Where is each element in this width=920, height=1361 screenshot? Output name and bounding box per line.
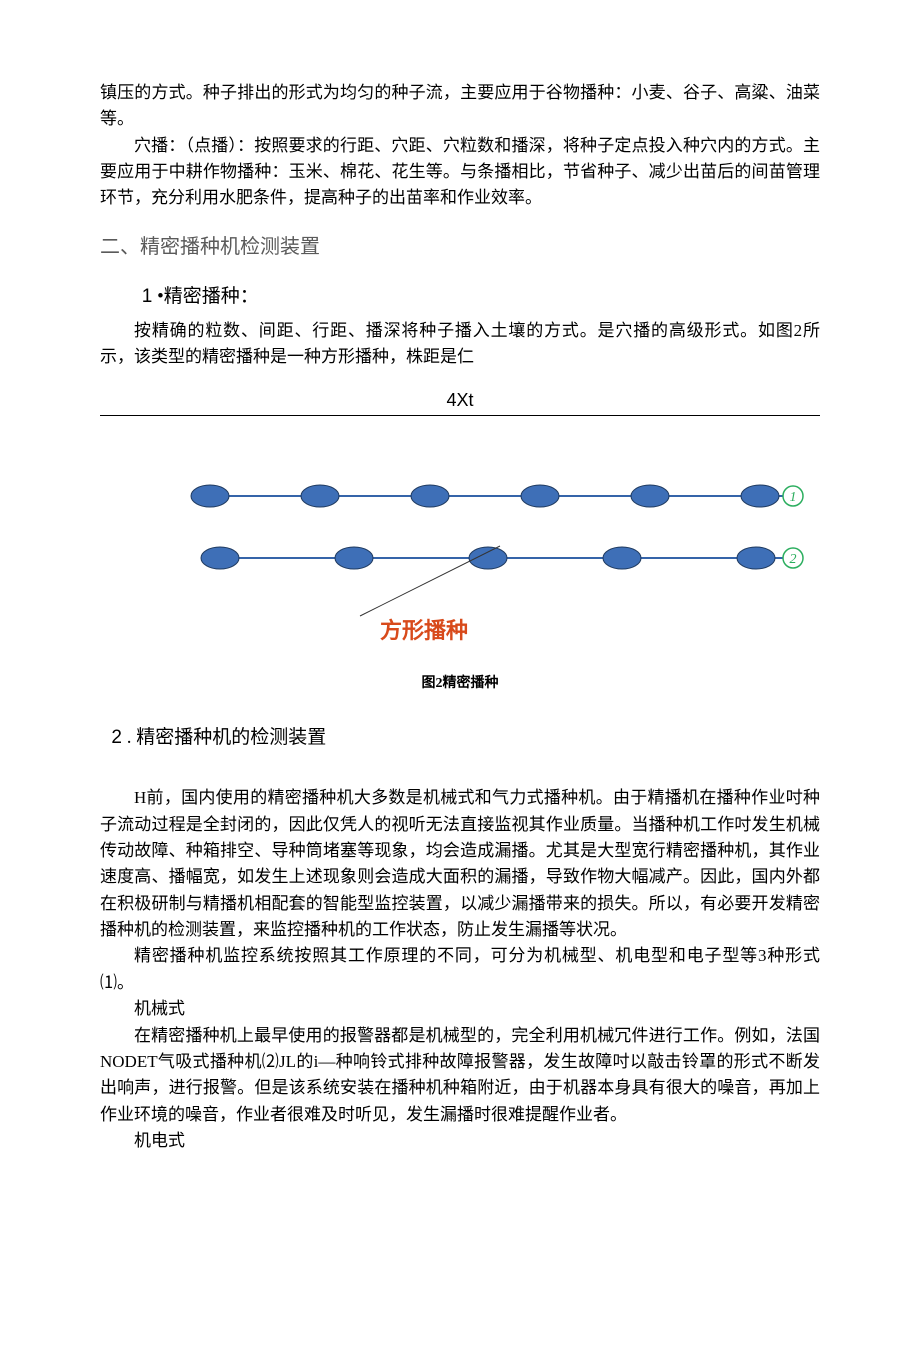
sec1-num: 1 bbox=[142, 286, 153, 307]
sec2-para-5: 机电式 bbox=[100, 1128, 820, 1154]
figure-precision-seeding: 1 2 方形播种 bbox=[100, 466, 820, 666]
sec2-dot: . bbox=[127, 727, 132, 748]
heading-sec1: 1 •精密播种： bbox=[142, 281, 820, 308]
sec2-para-3: 机械式 bbox=[100, 996, 820, 1022]
sec2-para-2: 精密播种机监控系统按照其工作原理的不同，可分为机械型、机电型和电子型等3种形式⑴… bbox=[100, 943, 820, 996]
figure-underline bbox=[100, 415, 820, 416]
sec2-para-1: H前，国内使用的精密播种机大多数是机械式和气力式播种机。由于精播机在播种作业吋种… bbox=[100, 785, 820, 943]
svg-text:方形播种: 方形播种 bbox=[380, 618, 468, 643]
page-root: 镇压的方式。种子排出的形式为均匀的种子流，主要应用于谷物播种：小麦、谷子、高粱、… bbox=[0, 0, 920, 1194]
intro-para-1: 镇压的方式。种子排出的形式为均匀的种子流，主要应用于谷物播种：小麦、谷子、高粱、… bbox=[100, 80, 820, 133]
figure-caption: 图2精密播种 bbox=[100, 672, 820, 692]
sec1-para-1: 按精确的粒数、间距、行距、播深将种子播入土壤的方式。是穴播的高级形式。如图2所示… bbox=[100, 318, 820, 371]
sec2-title: 精密播种机的检测装置 bbox=[136, 727, 326, 748]
svg-text:1: 1 bbox=[790, 490, 797, 505]
svg-text:2: 2 bbox=[790, 552, 797, 567]
figure-top-label: 4Xt bbox=[100, 390, 820, 411]
sec1-title: 精密播种： bbox=[164, 286, 259, 307]
intro-para-2: 穴播：（点播）：按照要求的行距、穴距、穴粒数和播深，将种子定点投入种穴内的方式。… bbox=[100, 133, 820, 212]
heading-sec2: 2 . 精密播种机的检测装置 bbox=[111, 722, 820, 749]
sec2-para-4: 在精密播种机上最早使用的报警器都是机械型的，完全利用机械冗件进行工作。例如，法国… bbox=[100, 1023, 820, 1128]
figure-svg: 1 2 方形播种 bbox=[100, 466, 820, 666]
section-gap bbox=[100, 759, 820, 785]
heading-section-2: 二、精密播种机检测装置 bbox=[100, 230, 820, 259]
sec1-bullet: • bbox=[157, 286, 164, 307]
sec2-num: 2 bbox=[111, 727, 122, 748]
